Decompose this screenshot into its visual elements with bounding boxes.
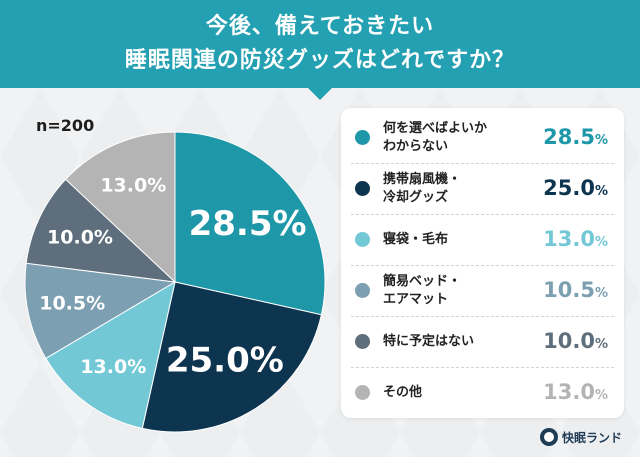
- legend-value-number: 13.0: [543, 227, 595, 251]
- legend-item: 簡易ベッド・ エアマット 10.5%: [341, 265, 624, 316]
- brand-logo-icon: [540, 428, 558, 446]
- legend-value: 13.0%: [543, 227, 608, 255]
- legend-label-line: 特に予定はない: [383, 334, 475, 349]
- pie-slice-label-3: 10.5%: [39, 292, 105, 314]
- legend-label: 簡易ベッド・ エアマット: [383, 273, 461, 309]
- title-banner: 今後、備えておきたい 睡眠関連の防災グッズはどれですか？: [0, 0, 640, 88]
- pie-slice-2: [45, 280, 176, 429]
- brand-mark: 快眠ランド: [540, 426, 622, 448]
- legend-label: 何を選べばよいか わからない: [383, 120, 487, 156]
- legend-label-line: わからない: [383, 139, 449, 154]
- legend-label: 携帯扇風機・ 冷却グッズ: [383, 171, 461, 207]
- pie-slice-label-1: 25.0%: [166, 341, 284, 381]
- pie-slice-0: [174, 131, 326, 316]
- legend-label-line: エアマット: [383, 292, 449, 307]
- legend-value-unit: %: [594, 133, 608, 148]
- legend-swatch: [355, 130, 370, 145]
- legend-value: 25.0%: [543, 176, 608, 204]
- legend-value-unit: %: [594, 184, 608, 199]
- legend-value: 10.5%: [543, 278, 608, 306]
- legend-item: 特に予定はない 10.0%: [341, 316, 624, 367]
- legend-value-number: 10.0: [543, 329, 595, 353]
- legend-label-line: 寝袋・毛布: [383, 232, 449, 247]
- legend-swatch: [355, 283, 370, 298]
- legend-separator: [351, 214, 614, 215]
- legend-value: 28.5%: [543, 125, 608, 153]
- legend-value: 10.0%: [543, 329, 608, 357]
- legend-item: 寝袋・毛布 13.0%: [341, 214, 624, 265]
- legend-swatch: [355, 232, 370, 247]
- legend-label-line: 携帯扇風機・: [383, 172, 462, 187]
- pie-slice-3: [24, 262, 177, 360]
- legend-separator: [351, 316, 614, 317]
- legend-value-number: 10.5: [543, 278, 595, 302]
- legend-value-unit: %: [594, 388, 608, 403]
- legend-value-number: 13.0: [543, 380, 595, 404]
- title-line-2: 睡眠関連の防災グッズはどれですか？: [124, 48, 516, 73]
- legend-swatch: [355, 385, 370, 400]
- legend-value-unit: %: [594, 235, 608, 250]
- legend-label: 特に予定はない: [383, 333, 474, 351]
- legend-value: 13.0%: [543, 380, 608, 408]
- brand-name: 快眠ランド: [562, 430, 623, 445]
- legend-panel: 何を選べばよいか わからない 28.5% 携帯扇風機・ 冷却グッズ 25.0% 寝袋・毛布 1…: [341, 108, 624, 418]
- pie-slice-label-2: 13.0%: [80, 356, 146, 378]
- legend-separator: [351, 163, 614, 164]
- pie-slice-label-5: 13.0%: [100, 175, 166, 197]
- legend-item: 何を選べばよいか わからない 28.5%: [341, 112, 624, 163]
- legend-swatch: [355, 334, 370, 349]
- legend-label-line: 簡易ベッド・: [383, 274, 462, 289]
- legend-label-line: 何を選べばよいか: [383, 121, 488, 136]
- pie-slice-5: [64, 131, 176, 284]
- legend-separator: [351, 367, 614, 368]
- sample-size-label: n=200: [36, 116, 95, 135]
- legend-value-number: 25.0: [543, 176, 595, 200]
- pie-slice-label-0: 28.5%: [189, 204, 307, 244]
- legend-label: 寝袋・毛布: [383, 231, 448, 249]
- title-banner-pointer: [308, 88, 332, 100]
- legend-value-number: 28.5: [543, 125, 595, 149]
- legend-label-line: その他: [383, 385, 423, 400]
- legend-item: 携帯扇風機・ 冷却グッズ 25.0%: [341, 163, 624, 214]
- legend-separator: [351, 265, 614, 266]
- legend-item: その他 13.0%: [341, 367, 624, 418]
- pie-slice-4: [25, 178, 177, 283]
- legend-label-line: 冷却グッズ: [383, 190, 449, 205]
- pie-slice-label-4: 10.0%: [47, 226, 113, 248]
- legend-value-unit: %: [594, 286, 608, 301]
- pie-slice-1: [141, 281, 322, 433]
- title-line-1: 今後、備えておきたい: [205, 14, 435, 39]
- legend-swatch: [355, 181, 370, 196]
- legend-value-unit: %: [594, 337, 608, 352]
- legend-label: その他: [383, 384, 422, 402]
